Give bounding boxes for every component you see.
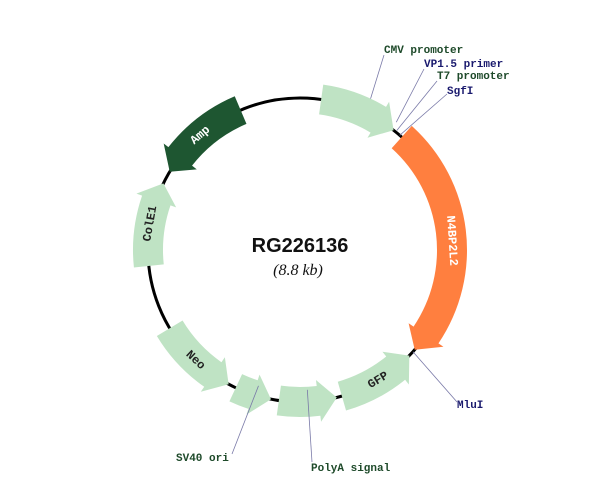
feature-neo[interactable] [156, 320, 229, 392]
annotation-label: T7 promoter [437, 71, 510, 83]
feature-amp[interactable] [163, 96, 247, 172]
annotation-label: SV40 ori [176, 453, 229, 465]
leader-lines [231, 54, 458, 463]
leader-line [395, 68, 425, 123]
feature-polya[interactable] [276, 380, 337, 422]
leader-line [396, 80, 438, 131]
annotation-label: CMV promoter [384, 45, 463, 57]
leader-line [399, 93, 448, 136]
feature-label-insert: N4BP2L2 [443, 215, 460, 266]
leader-line [370, 54, 385, 99]
annotation-label: PolyA signal [311, 463, 391, 475]
feature-cmv[interactable] [319, 84, 394, 138]
plasmid-size: (8.8 kb) [273, 262, 323, 279]
annotation-label: VP1.5 primer [424, 59, 503, 71]
annotation-label: SgfI [447, 86, 473, 98]
leader-line [231, 385, 259, 455]
annotation-label: MluI [457, 400, 483, 412]
plasmid-name: RG226136 [252, 235, 349, 257]
feature-cole1[interactable] [133, 183, 177, 268]
feature-gfp[interactable] [337, 351, 410, 411]
feature-label-cole1: ColE1 [140, 205, 160, 243]
feature-sv40[interactable] [229, 374, 271, 415]
feature-insert[interactable] [391, 125, 468, 350]
leader-line [412, 351, 458, 403]
leader-line [306, 389, 313, 463]
